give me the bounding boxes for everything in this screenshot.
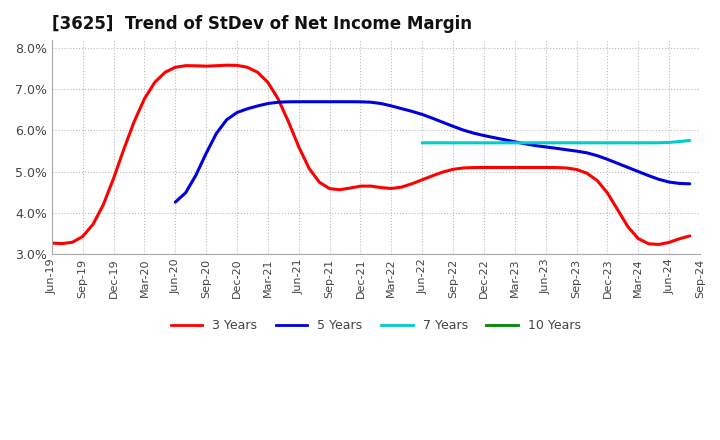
7 Years	[438, 140, 447, 146]
5 Years	[315, 99, 324, 104]
7 Years	[603, 140, 612, 146]
Legend: 3 Years, 5 Years, 7 Years, 10 Years: 3 Years, 5 Years, 7 Years, 10 Years	[166, 314, 585, 337]
7 Years	[644, 140, 653, 146]
7 Years	[634, 140, 642, 146]
7 Years	[685, 138, 694, 143]
7 Years	[654, 140, 663, 145]
7 Years	[510, 140, 519, 146]
5 Years	[685, 181, 694, 187]
Line: 5 Years: 5 Years	[175, 102, 690, 202]
3 Years	[253, 70, 262, 75]
5 Years	[521, 141, 529, 147]
7 Years	[613, 140, 622, 146]
7 Years	[428, 140, 437, 146]
7 Years	[675, 139, 684, 144]
Line: 7 Years: 7 Years	[422, 140, 690, 143]
5 Years	[336, 99, 344, 104]
7 Years	[469, 140, 478, 146]
7 Years	[449, 140, 457, 146]
Line: 3 Years: 3 Years	[52, 65, 690, 245]
5 Years	[346, 99, 354, 104]
3 Years	[500, 165, 509, 170]
3 Years	[685, 233, 694, 238]
5 Years	[552, 146, 560, 151]
Text: [3625]  Trend of StDev of Net Income Margin: [3625] Trend of StDev of Net Income Marg…	[52, 15, 472, 33]
7 Years	[521, 140, 529, 146]
7 Years	[624, 140, 632, 146]
7 Years	[480, 140, 488, 146]
3 Years	[233, 63, 241, 68]
5 Years	[284, 99, 293, 104]
3 Years	[356, 183, 365, 189]
7 Years	[582, 140, 591, 146]
3 Years	[654, 242, 663, 247]
7 Years	[418, 140, 426, 146]
3 Years	[377, 185, 385, 190]
7 Years	[541, 140, 550, 146]
5 Years	[675, 181, 684, 186]
5 Years	[171, 199, 179, 205]
7 Years	[552, 140, 560, 146]
7 Years	[593, 140, 601, 146]
7 Years	[665, 140, 673, 145]
7 Years	[562, 140, 570, 146]
3 Years	[222, 62, 231, 68]
3 Years	[48, 241, 56, 246]
7 Years	[500, 140, 509, 146]
3 Years	[675, 236, 684, 242]
7 Years	[572, 140, 581, 146]
7 Years	[490, 140, 498, 146]
7 Years	[459, 140, 468, 146]
7 Years	[531, 140, 540, 146]
